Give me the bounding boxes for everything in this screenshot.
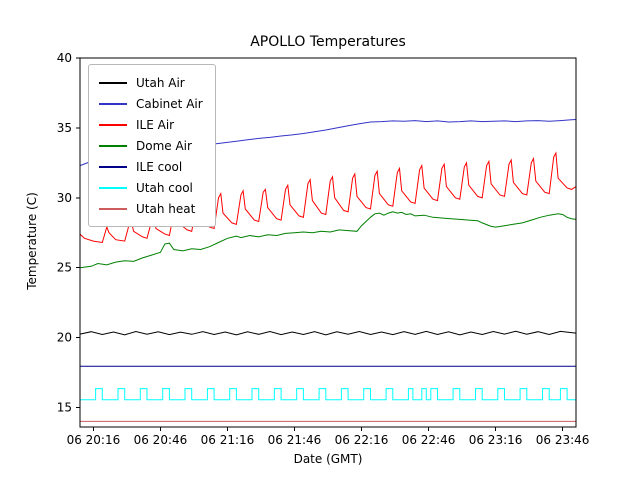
y-tick-label: 25 (57, 261, 72, 275)
legend-item: Utah cool (99, 177, 203, 198)
legend-item: ILE cool (99, 156, 203, 177)
y-tick-label: 35 (57, 121, 72, 135)
legend-label: Utah cool (136, 180, 193, 195)
x-tick-label: 06 22:46 (402, 433, 456, 447)
legend-line-swatch (99, 207, 127, 210)
legend: Utah Air Cabinet Air ILE Air Dome Air IL… (88, 64, 216, 227)
legend-label: ILE Air (136, 117, 175, 132)
chart-title: APOLLO Temperatures (250, 34, 406, 50)
legend-line-swatch (99, 165, 127, 168)
series-line-utah-air (79, 330, 577, 336)
legend-label: Utah Air (136, 75, 185, 90)
x-tick-label: 06 20:46 (134, 433, 188, 447)
series-line-dome-air (79, 211, 577, 269)
legend-label: Dome Air (136, 138, 192, 153)
y-tick-label: 20 (57, 331, 72, 345)
legend-label: ILE cool (136, 159, 183, 174)
legend-line-swatch (99, 144, 127, 147)
x-tick-label: 06 20:16 (67, 433, 121, 447)
x-axis-label: Date (GMT) (293, 452, 363, 466)
legend-item: Dome Air (99, 135, 203, 156)
y-tick-label: 15 (57, 400, 72, 414)
legend-item: ILE Air (99, 114, 203, 135)
x-tick-label: 06 23:16 (469, 433, 523, 447)
legend-label: Cabinet Air (136, 96, 203, 111)
legend-line-swatch (99, 102, 127, 105)
series-line-utah-cool (80, 388, 576, 401)
legend-item: Cabinet Air (99, 93, 203, 114)
legend-line-swatch (99, 123, 127, 126)
legend-item: Utah Air (99, 72, 203, 93)
x-tick-label: 06 21:16 (201, 433, 255, 447)
legend-line-swatch (99, 81, 127, 84)
legend-line-swatch (99, 186, 127, 189)
legend-item: Utah heat (99, 198, 203, 219)
legend-label: Utah heat (136, 201, 196, 216)
x-tick-label: 06 21:46 (268, 433, 322, 447)
y-axis-label: Temperature (C) (25, 192, 39, 290)
y-tick-label: 40 (57, 51, 72, 65)
x-tick-label: 06 22:16 (335, 433, 389, 447)
x-tick-label: 06 23:46 (536, 433, 590, 447)
plot-border (79, 57, 577, 428)
y-tick-label: 30 (57, 191, 72, 205)
